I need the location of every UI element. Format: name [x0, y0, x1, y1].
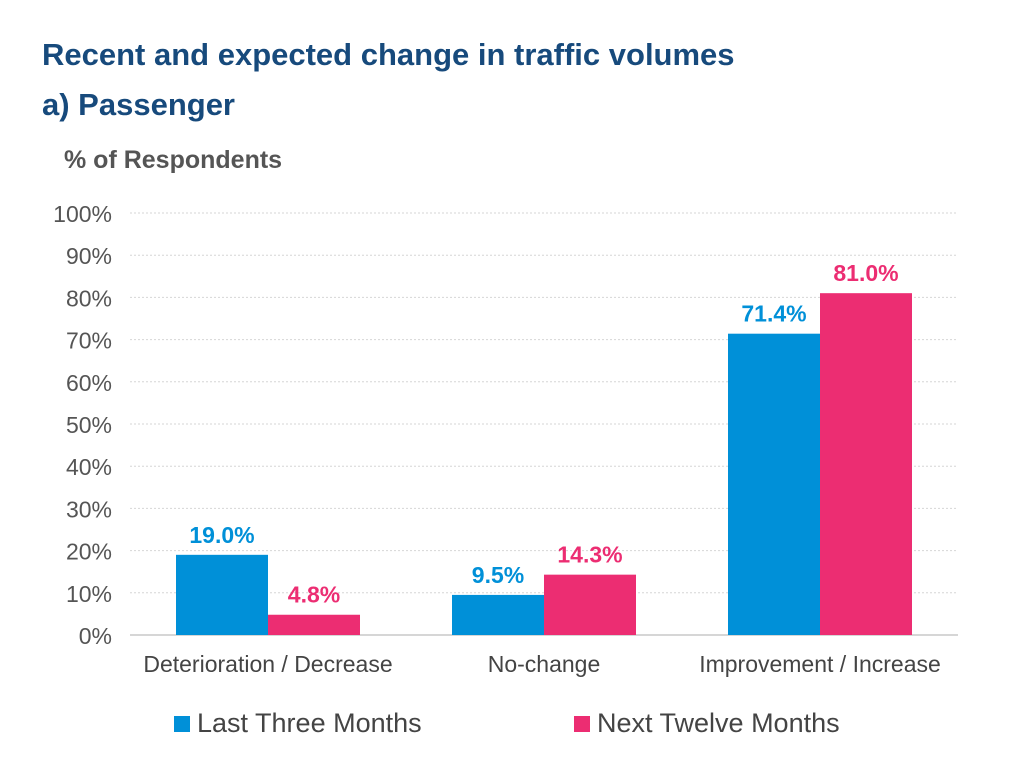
data-label-last-three-months: 9.5%	[472, 562, 524, 588]
y-axis-ticks: 0% 10% 20% 30% 40% 50% 60% 70% 80% 90% 100%	[53, 201, 112, 649]
chart-title: Recent and expected change in traffic vo…	[42, 30, 735, 130]
bar-next-twelve-months	[268, 614, 360, 635]
y-tick-label: 30%	[66, 496, 112, 522]
bar-next-twelve-months	[544, 574, 636, 635]
y-tick-label: 20%	[66, 539, 112, 565]
y-axis-title: % of Respondents	[64, 146, 283, 174]
bar-last-three-months	[176, 554, 268, 635]
data-label-next-twelve-months: 4.8%	[288, 582, 340, 608]
y-tick-label: 100%	[53, 201, 112, 227]
y-tick-label: 90%	[66, 243, 112, 269]
data-label-last-three-months: 71.4%	[741, 301, 806, 327]
bar-next-twelve-months	[820, 293, 912, 635]
data-label-next-twelve-months: 81.0%	[833, 260, 898, 286]
x-tick-label: Deterioration / Decrease	[143, 651, 392, 677]
data-labels: 19.0% 4.8% 9.5% 14.3% 71.4% 81.0%	[189, 260, 898, 608]
y-tick-label: 60%	[66, 370, 112, 396]
bar-chart: 0% 10% 20% 30% 40% 50% 60% 70% 80% 90% 100% 19.0% 4…	[53, 201, 958, 677]
legend-swatch-next-twelve-months	[574, 715, 590, 732]
bars	[176, 293, 912, 635]
x-tick-label: Improvement / Increase	[699, 651, 941, 677]
y-tick-label: 40%	[66, 454, 112, 480]
y-tick-label: 0%	[79, 623, 112, 649]
x-axis-ticks: Deterioration / Decrease No-change Improve…	[143, 651, 940, 677]
legend-swatch-last-three-months	[174, 715, 190, 732]
y-tick-label: 80%	[66, 285, 112, 311]
legend-item-last-three-months: Last Three Months	[174, 708, 422, 739]
x-tick-label: No-change	[488, 651, 601, 677]
data-label-last-three-months: 19.0%	[189, 522, 254, 548]
bar-last-three-months	[728, 333, 820, 635]
legend-label-next-twelve-months: Next Twelve Months	[597, 708, 840, 738]
legend-item-next-twelve-months: Next Twelve Months	[574, 708, 840, 739]
bar-last-three-months	[452, 594, 544, 635]
legend-label-last-three-months: Last Three Months	[197, 708, 422, 738]
y-tick-label: 10%	[66, 581, 112, 607]
y-tick-label: 50%	[66, 412, 112, 438]
legend: Last Three Months Next Twelve Months	[0, 708, 1024, 744]
chart-subtitle: a) Passenger	[42, 87, 235, 122]
y-tick-label: 70%	[66, 328, 112, 354]
chart-title-main: Recent and expected change in traffic vo…	[42, 37, 735, 72]
data-label-next-twelve-months: 14.3%	[557, 542, 622, 568]
